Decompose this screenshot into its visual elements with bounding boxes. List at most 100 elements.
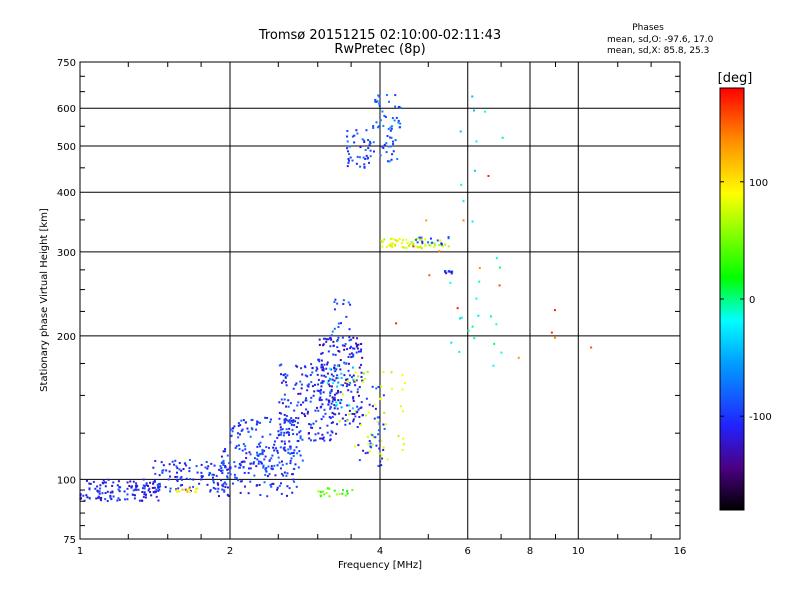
- data-point: [267, 465, 270, 468]
- data-point: [264, 473, 267, 476]
- data-point: [88, 496, 91, 499]
- data-point: [106, 490, 109, 493]
- data-point: [366, 157, 369, 160]
- data-point: [226, 476, 229, 479]
- data-point: [343, 348, 346, 351]
- data-point: [346, 419, 349, 422]
- data-point: [419, 246, 422, 249]
- data-point: [319, 494, 322, 497]
- data-point: [372, 126, 375, 129]
- data-point: [367, 443, 370, 446]
- data-point: [379, 397, 382, 400]
- data-point: [291, 428, 294, 431]
- data-point: [235, 477, 238, 480]
- data-point: [295, 433, 298, 436]
- data-point: [395, 116, 398, 119]
- data-point: [126, 498, 129, 501]
- data-point: [283, 418, 286, 421]
- data-point: [433, 245, 436, 248]
- data-point: [206, 467, 209, 470]
- data-point: [375, 100, 378, 103]
- data-point: [340, 376, 343, 379]
- data-point: [352, 418, 355, 421]
- data-point: [142, 496, 145, 499]
- data-point: [229, 441, 232, 444]
- data-point: [99, 484, 102, 487]
- data-point: [141, 499, 144, 502]
- data-point: [377, 125, 380, 128]
- data-point: [405, 238, 408, 241]
- data-point: [353, 347, 356, 350]
- data-point: [175, 489, 178, 492]
- data-point: [380, 464, 383, 467]
- data-point: [310, 396, 313, 399]
- data-point: [336, 403, 339, 406]
- data-point: [221, 461, 224, 464]
- data-point: [319, 437, 322, 440]
- data-point: [334, 298, 337, 301]
- data-point: [285, 428, 288, 431]
- data-point: [237, 424, 240, 427]
- data-point: [135, 486, 138, 489]
- data-point: [233, 461, 236, 464]
- data-point: [351, 347, 354, 350]
- data-point: [343, 344, 346, 347]
- data-point: [221, 469, 224, 472]
- data-point: [284, 449, 287, 452]
- data-point: [236, 432, 239, 435]
- data-point: [447, 236, 450, 239]
- data-point: [238, 448, 241, 451]
- data-point: [280, 363, 283, 366]
- data-point: [415, 245, 418, 248]
- data-point: [229, 428, 232, 431]
- data-point: [331, 378, 334, 381]
- data-point: [329, 434, 332, 437]
- data-point: [337, 322, 340, 325]
- data-point: [360, 375, 363, 378]
- data-point: [242, 443, 245, 446]
- data-point: [308, 423, 311, 426]
- data-point: [359, 423, 362, 426]
- data-point: [359, 350, 362, 353]
- data-point: [133, 497, 136, 500]
- data-point: [237, 444, 240, 447]
- data-point: [343, 361, 346, 364]
- data-point: [449, 270, 452, 273]
- data-point: [447, 245, 450, 248]
- data-point: [255, 484, 258, 487]
- data-point: [347, 356, 350, 359]
- data-point: [306, 384, 309, 387]
- data-point: [223, 450, 226, 453]
- data-point: [392, 140, 395, 143]
- data-point: [295, 426, 298, 429]
- data-point: [279, 446, 282, 449]
- data-point: [331, 400, 334, 403]
- data-point: [205, 461, 208, 464]
- data-point: [358, 156, 361, 159]
- data-point: [459, 130, 462, 133]
- data-point: [365, 129, 368, 132]
- data-point: [471, 220, 474, 223]
- data-point: [351, 412, 354, 415]
- data-point: [229, 467, 232, 470]
- data-point: [293, 409, 296, 412]
- data-point: [321, 381, 324, 384]
- data-point: [347, 150, 350, 153]
- data-point: [484, 110, 487, 113]
- chart-subtitle: RwPretec (8p): [334, 42, 425, 57]
- data-point: [382, 370, 385, 373]
- data-point: [333, 407, 336, 410]
- data-point: [132, 489, 135, 492]
- data-point: [306, 410, 309, 413]
- data-point: [327, 403, 330, 406]
- axis-ticks: 1 2 4 6 8 10 16 75 100 200 300 400 500 600 750: [57, 58, 686, 557]
- data-point: [234, 465, 237, 468]
- data-point: [334, 413, 337, 416]
- data-point: [328, 439, 331, 442]
- data-point: [329, 390, 332, 393]
- data-point: [428, 243, 431, 246]
- data-point: [164, 486, 167, 489]
- data-point: [385, 94, 388, 97]
- data-point: [330, 430, 333, 433]
- y-axis-label: Stationary phase Virtual Height [km]: [39, 208, 50, 392]
